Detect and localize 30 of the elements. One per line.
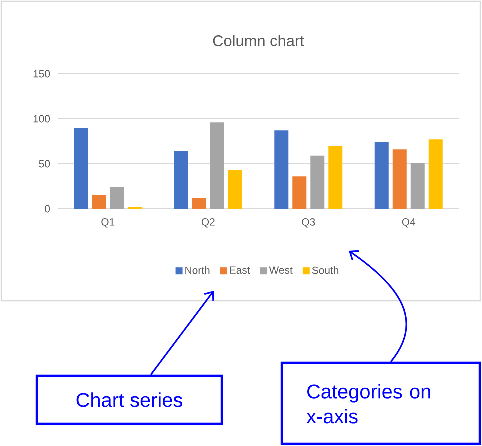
bar [410,163,425,209]
bar [274,130,289,209]
bar [192,198,206,209]
y-tick-label: 150 [34,70,50,78]
x-tick-label: Q3 [302,218,316,228]
y-tick-label: 50 [39,160,50,168]
text: Categories on x-axis [306,384,430,424]
chart-title: Column chart [213,35,304,46]
legend-label: North [186,266,210,274]
bar [374,142,389,209]
y-tick-label: 100 [34,115,50,123]
bar [210,122,224,209]
bar [328,146,343,209]
bar [228,170,242,209]
legend-label: West [269,266,293,274]
bar [292,176,307,209]
x-tick-label: Q1 [102,218,115,228]
legend-label: East [230,266,250,274]
x-tick-label: Q4 [402,218,416,228]
text: Chart series [76,392,182,408]
bar [110,187,124,209]
x-tick-label: Q2 [202,218,215,228]
bar [74,128,88,209]
y-tick-label: 0 [45,205,50,213]
bar [392,150,407,209]
bar [174,151,188,209]
legend-label: South [312,266,339,274]
bar [428,140,443,209]
bar [92,195,106,209]
bar [310,156,325,209]
